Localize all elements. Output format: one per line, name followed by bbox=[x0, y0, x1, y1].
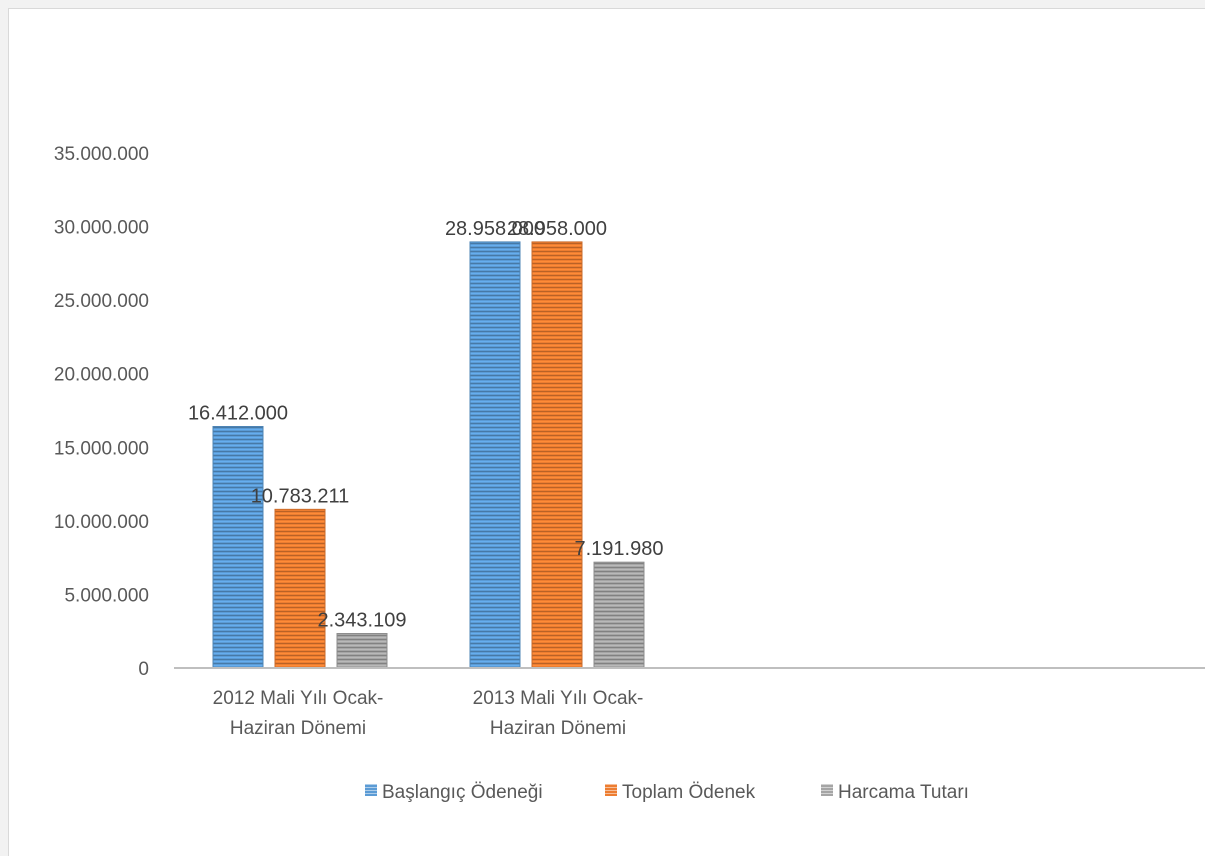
y-tick-label: 25.000.000 bbox=[54, 291, 149, 312]
category-label: Haziran Dönemi bbox=[490, 718, 626, 739]
bar bbox=[531, 241, 583, 669]
bars bbox=[212, 241, 645, 669]
legend-item: Başlangıç Ödeneği bbox=[365, 782, 543, 803]
data-label: 10.783.211 bbox=[251, 485, 350, 507]
legend-item: Harcama Tutarı bbox=[821, 782, 969, 803]
bar bbox=[274, 508, 326, 669]
legend: Başlangıç Ödeneği Toplam Ödenek Harcama Tu… bbox=[365, 782, 969, 803]
category-label: 2013 Mali Yılı Ocak- bbox=[473, 688, 644, 709]
data-label: 28.958.000 bbox=[445, 218, 545, 240]
y-axis-tick-labels: 0 5.000.000 10.000.000 15.000.000 20.000.000… bbox=[54, 144, 149, 680]
y-tick-label: 20.000.000 bbox=[54, 365, 149, 386]
legend-swatch bbox=[605, 784, 617, 796]
bar bbox=[469, 241, 521, 669]
data-label: 28.958.000 bbox=[507, 218, 607, 240]
legend-item: Toplam Ödenek bbox=[605, 782, 756, 803]
chart-frame: 0 5.000.000 10.000.000 15.000.000 20.000.000… bbox=[8, 8, 1205, 856]
y-tick-label: 35.000.000 bbox=[54, 144, 149, 165]
y-tick-label: 10.000.000 bbox=[54, 512, 149, 533]
data-label: 7.191.980 bbox=[575, 538, 664, 560]
bar bbox=[593, 561, 645, 669]
category-labels: 2012 Mali Yılı Ocak- Haziran Dönemi 2013 M… bbox=[213, 688, 644, 739]
bar-chart: 0 5.000.000 10.000.000 15.000.000 20.000.000… bbox=[54, 144, 1205, 803]
legend-label: Toplam Ödenek bbox=[622, 782, 756, 803]
legend-swatch bbox=[365, 784, 377, 796]
bar bbox=[212, 426, 264, 669]
data-label: 16.412.000 bbox=[188, 403, 288, 425]
bar bbox=[336, 633, 388, 669]
category-label: 2012 Mali Yılı Ocak- bbox=[213, 688, 384, 709]
category-label: Haziran Dönemi bbox=[230, 718, 366, 739]
legend-label: Harcama Tutarı bbox=[838, 782, 969, 803]
y-tick-label: 0 bbox=[138, 659, 149, 680]
data-labels: 16.412.000 10.783.211 2.343.109 28.958.0002… bbox=[188, 218, 664, 632]
legend-label: Başlangıç Ödeneği bbox=[382, 782, 543, 803]
y-tick-label: 30.000.000 bbox=[54, 218, 149, 239]
y-tick-label: 5.000.000 bbox=[64, 585, 149, 606]
data-label: 2.343.109 bbox=[318, 610, 407, 632]
y-tick-label: 15.000.000 bbox=[54, 438, 149, 459]
legend-swatch bbox=[821, 784, 833, 796]
